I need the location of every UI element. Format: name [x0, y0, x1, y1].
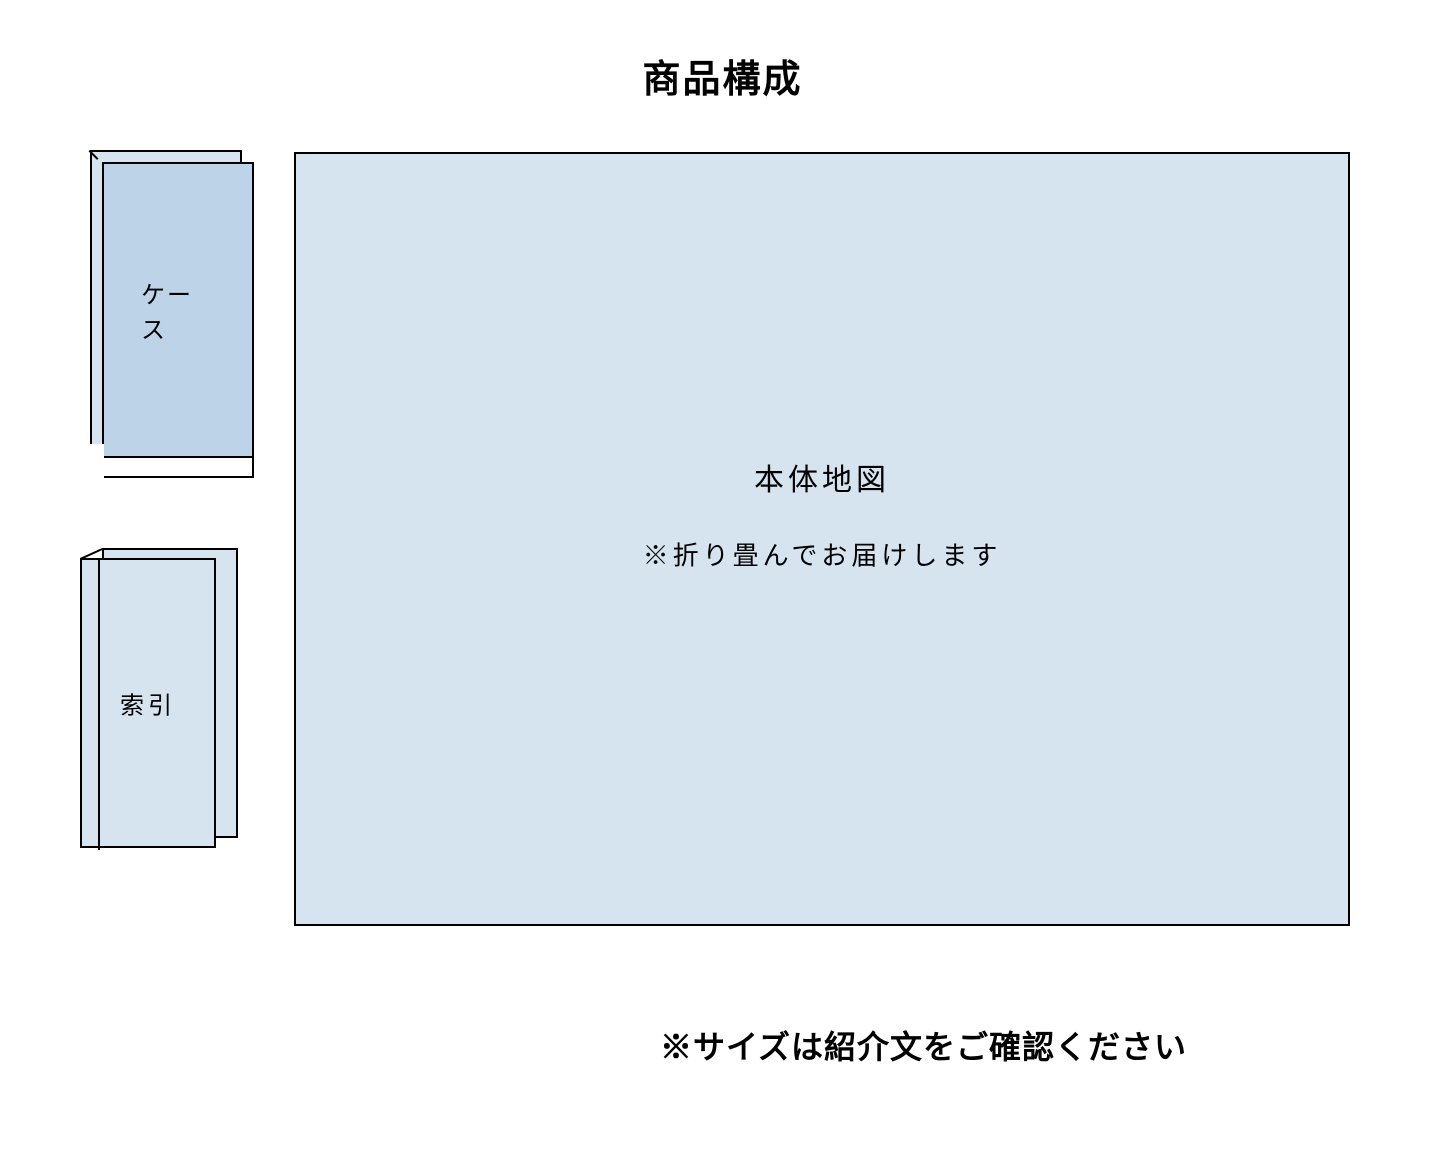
main-map-box: 本体地図 ※折り畳んでお届けします	[294, 152, 1350, 926]
index-label: 索引	[120, 686, 176, 721]
footer-note: ※サイズは紹介文をご確認ください	[660, 1022, 1187, 1068]
footer-note-text: ※サイズは紹介文をご確認ください	[660, 1029, 1187, 1065]
main-map-label: 本体地図	[754, 455, 890, 499]
main-map-note: ※折り畳んでお届けします	[643, 536, 1002, 573]
page-title-text: 商品構成	[642, 59, 802, 101]
case-diagram: ケース	[90, 150, 254, 480]
index-front-page: 索引	[80, 558, 216, 848]
case-label: ケース	[141, 275, 215, 345]
index-fold-line	[98, 560, 100, 850]
page-title: 商品構成	[642, 48, 802, 103]
index-diagram: 索引	[80, 548, 238, 848]
case-spine-bottom	[102, 456, 254, 478]
case-front-face: ケース	[102, 162, 254, 458]
